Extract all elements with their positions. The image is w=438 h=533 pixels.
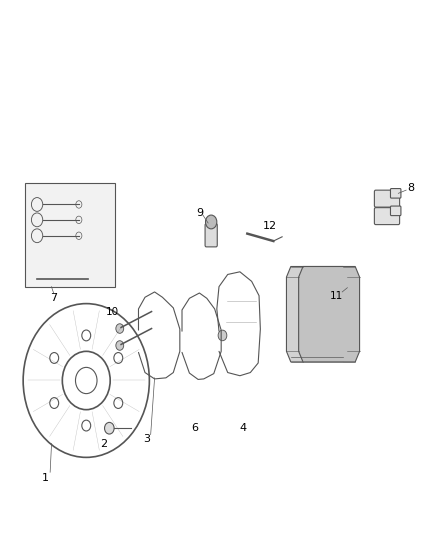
- FancyBboxPatch shape: [374, 190, 399, 207]
- FancyBboxPatch shape: [391, 206, 401, 216]
- Polygon shape: [286, 266, 347, 362]
- Bar: [25, 183, 115, 287]
- Text: 1: 1: [42, 473, 49, 482]
- FancyBboxPatch shape: [374, 208, 399, 224]
- Text: 4: 4: [240, 423, 247, 433]
- Circle shape: [116, 341, 124, 350]
- Text: 11: 11: [330, 290, 343, 301]
- Text: 8: 8: [407, 183, 414, 193]
- Circle shape: [218, 330, 227, 341]
- Circle shape: [105, 422, 114, 434]
- Text: 6: 6: [191, 423, 198, 433]
- Circle shape: [205, 215, 217, 229]
- Text: 10: 10: [106, 306, 119, 317]
- Polygon shape: [299, 266, 360, 362]
- Text: 3: 3: [143, 434, 150, 444]
- FancyBboxPatch shape: [391, 189, 401, 198]
- Circle shape: [116, 324, 124, 333]
- Text: 12: 12: [263, 221, 277, 231]
- Text: 9: 9: [196, 208, 203, 219]
- Text: 2: 2: [100, 439, 107, 449]
- Text: 7: 7: [50, 293, 57, 303]
- FancyBboxPatch shape: [205, 223, 217, 247]
